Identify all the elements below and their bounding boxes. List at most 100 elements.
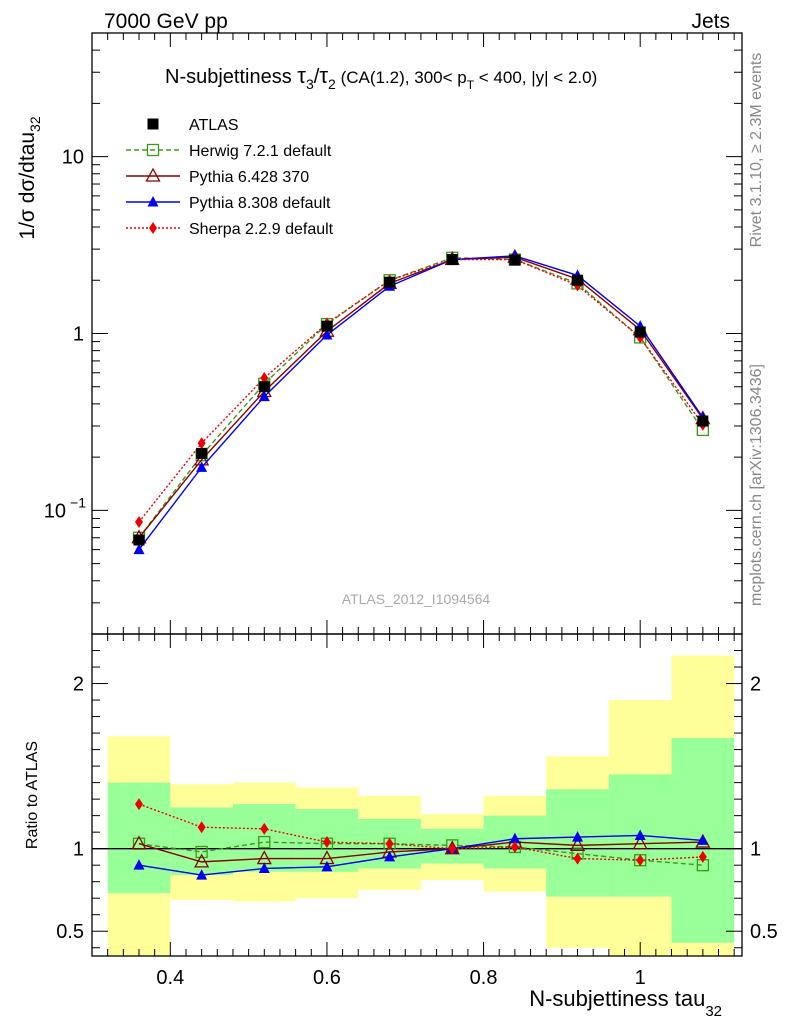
x-axis-label: N-subjettiness tau32: [529, 986, 722, 1020]
data-point-sherpa-2-2-9-default: [197, 437, 206, 450]
y-axis-label-sub: 32: [27, 116, 43, 132]
title-slash: /: [314, 66, 320, 88]
ratio-line-pythia-6-428-370: [138, 841, 703, 863]
data-point-pythia-8-308-default: [133, 543, 145, 555]
y-tick-label-main: 10: [44, 500, 66, 522]
data-point-pythia-8-308-default: [258, 390, 270, 402]
ratio-point-sherpa-2-2-9-default: [260, 822, 269, 835]
chart-title: N-subjettiness τ3/τ2 (CA(1.2), 300< pT <…: [165, 63, 597, 92]
legend-marker-atlas: [147, 118, 159, 130]
ratio-point-pythia-6-428-370: [632, 835, 648, 850]
ratio-point-herwig-7-2-1-default: [258, 835, 271, 849]
uncertainty-band-inner: [170, 807, 233, 876]
data-point-atlas: [321, 320, 333, 332]
title-tau2: τ: [319, 63, 328, 88]
ratio-point-sherpa-2-2-9-default: [510, 841, 519, 854]
side-text-rivet: Rivet 3.1.10, ≥ 2.3M events: [748, 53, 765, 248]
header-right: Jets: [691, 10, 730, 33]
data-point-atlas: [509, 254, 521, 266]
ratio-point-pythia-8-308-default: [258, 862, 270, 873]
data-point-atlas: [634, 326, 646, 338]
title-sub2: 2: [328, 76, 336, 92]
data-point-pythia-8-308-default: [321, 329, 333, 340]
data-point-atlas: [384, 276, 396, 288]
data-point-atlas: [196, 447, 208, 459]
ratio-point-pythia-8-308-default: [572, 831, 584, 842]
legend-marker-sherpa-2-2-9-default: [149, 222, 157, 234]
data-point-sherpa-2-2-9-default: [134, 515, 143, 528]
title-rest1: (CA(1.2), 300< p: [336, 68, 467, 87]
y-axis-label: 1/σ dσ/dtau32: [16, 116, 43, 239]
x-tick-label: 0.6: [313, 967, 341, 989]
ratio-point-sherpa-2-2-9-default: [385, 837, 394, 850]
legend-label-sherpa-2-2-9-default: Sherpa 2.2.9 default: [189, 221, 334, 238]
uncertainty-band-inner: [232, 804, 296, 872]
x-tick-label: 0.4: [156, 967, 184, 989]
ratio-point-sherpa-2-2-9-default: [322, 836, 331, 849]
series-line-sherpa-2-2-9-default: [138, 258, 704, 523]
data-point-atlas: [446, 254, 458, 266]
ratio-point-pythia-8-308-default: [697, 834, 709, 845]
x-tick-label: 0.8: [470, 967, 498, 989]
ratio-line-herwig-7-2-1-default: [138, 841, 703, 866]
legend-marker-pythia-8-308-default: [147, 196, 159, 207]
y-tick-label-main: 1: [73, 324, 84, 346]
data-point-atlas: [258, 381, 270, 393]
series-line-pythia-6-428-370: [138, 256, 704, 539]
ratio-point-pythia-6-428-370: [194, 853, 210, 868]
side-text-mcplots: mcplots.cern.ch [arXiv:1306.3436]: [748, 364, 765, 606]
ratio-point-pythia-8-308-default: [133, 859, 145, 870]
y-tick-label-exponent: −1: [70, 494, 86, 510]
ratio-plot-series: [92, 798, 742, 880]
main-plot-series: [131, 248, 711, 555]
data-point-pythia-8-308-default: [196, 461, 208, 472]
y-tick-label-ratio-left: 1: [73, 839, 84, 861]
ratio-plot-frame: [91, 633, 743, 957]
ratio-y-axis-label: Ratio to ATLAS: [24, 741, 41, 849]
ratio-point-sherpa-2-2-9-default: [134, 798, 143, 811]
y-tick-label-ratio-left: 0.5: [56, 921, 84, 943]
legend-label-herwig-7-2-1-default: Herwig 7.2.1 default: [189, 143, 332, 160]
title-tau3: τ: [297, 63, 306, 88]
legend-marker-herwig-7-2-1-default: [146, 143, 160, 157]
ratio-point-sherpa-2-2-9-default: [573, 852, 582, 865]
title-rest2: < 400, |y| < 2.0): [474, 68, 597, 87]
data-point-atlas: [133, 534, 145, 546]
series-line-pythia-8-308-default: [138, 255, 704, 551]
ratio-point-pythia-8-308-default: [321, 860, 333, 872]
x-tick-label: 1: [635, 967, 646, 989]
data-point-atlas: [697, 415, 709, 427]
legend-label-pythia-6-428-370: Pythia 6.428 370: [189, 169, 309, 186]
ratio-point-pythia-8-308-default: [196, 869, 208, 880]
ratio-point-sherpa-2-2-9-default: [636, 854, 645, 867]
y-tick-label-ratio-right: 1: [750, 839, 761, 861]
ratio-line-pythia-8-308-default: [138, 834, 703, 876]
ratio-point-sherpa-2-2-9-default: [448, 842, 457, 855]
series-line-herwig-7-2-1-default: [138, 257, 704, 539]
ratio-point-sherpa-2-2-9-default: [197, 821, 206, 834]
ratio-point-pythia-8-308-default: [634, 829, 646, 840]
legend-marker-pythia-6-428-370: [145, 167, 161, 182]
title-main: N-subjettiness: [165, 66, 297, 88]
ratio-point-pythia-8-308-default: [384, 850, 396, 862]
title-sub3: 3: [306, 76, 314, 92]
analysis-watermark: ATLAS_2012_I1094564: [342, 591, 491, 607]
x-axis-label-main: N-subjettiness tau: [529, 986, 705, 1011]
data-point-sherpa-2-2-9-default: [260, 372, 269, 385]
x-axis-label-sub: 32: [705, 1003, 722, 1020]
legend-label-pythia-8-308-default: Pythia 8.308 default: [189, 195, 331, 212]
y-tick-label-ratio-right: 0.5: [750, 921, 778, 943]
ratio-point-pythia-8-308-default: [509, 832, 521, 844]
y-tick-label-base: 10: [44, 500, 66, 522]
ratio-point-herwig-7-2-1-default: [195, 845, 208, 859]
ratio-line-sherpa-2-2-9-default: [138, 803, 703, 861]
legend: ATLAS Herwig 7.2.1 default Pythia 6.428 37…: [126, 117, 334, 238]
uncertainty-band-inner: [546, 789, 609, 897]
y-axis-label-main: 1/σ dσ/dtau: [16, 132, 39, 240]
y-tick-label-main: 10: [62, 147, 84, 169]
y-tick-label-ratio-left: 2: [73, 674, 84, 696]
ratio-point-pythia-6-428-370: [131, 835, 147, 850]
header-left: 7000 GeV pp: [104, 10, 228, 33]
